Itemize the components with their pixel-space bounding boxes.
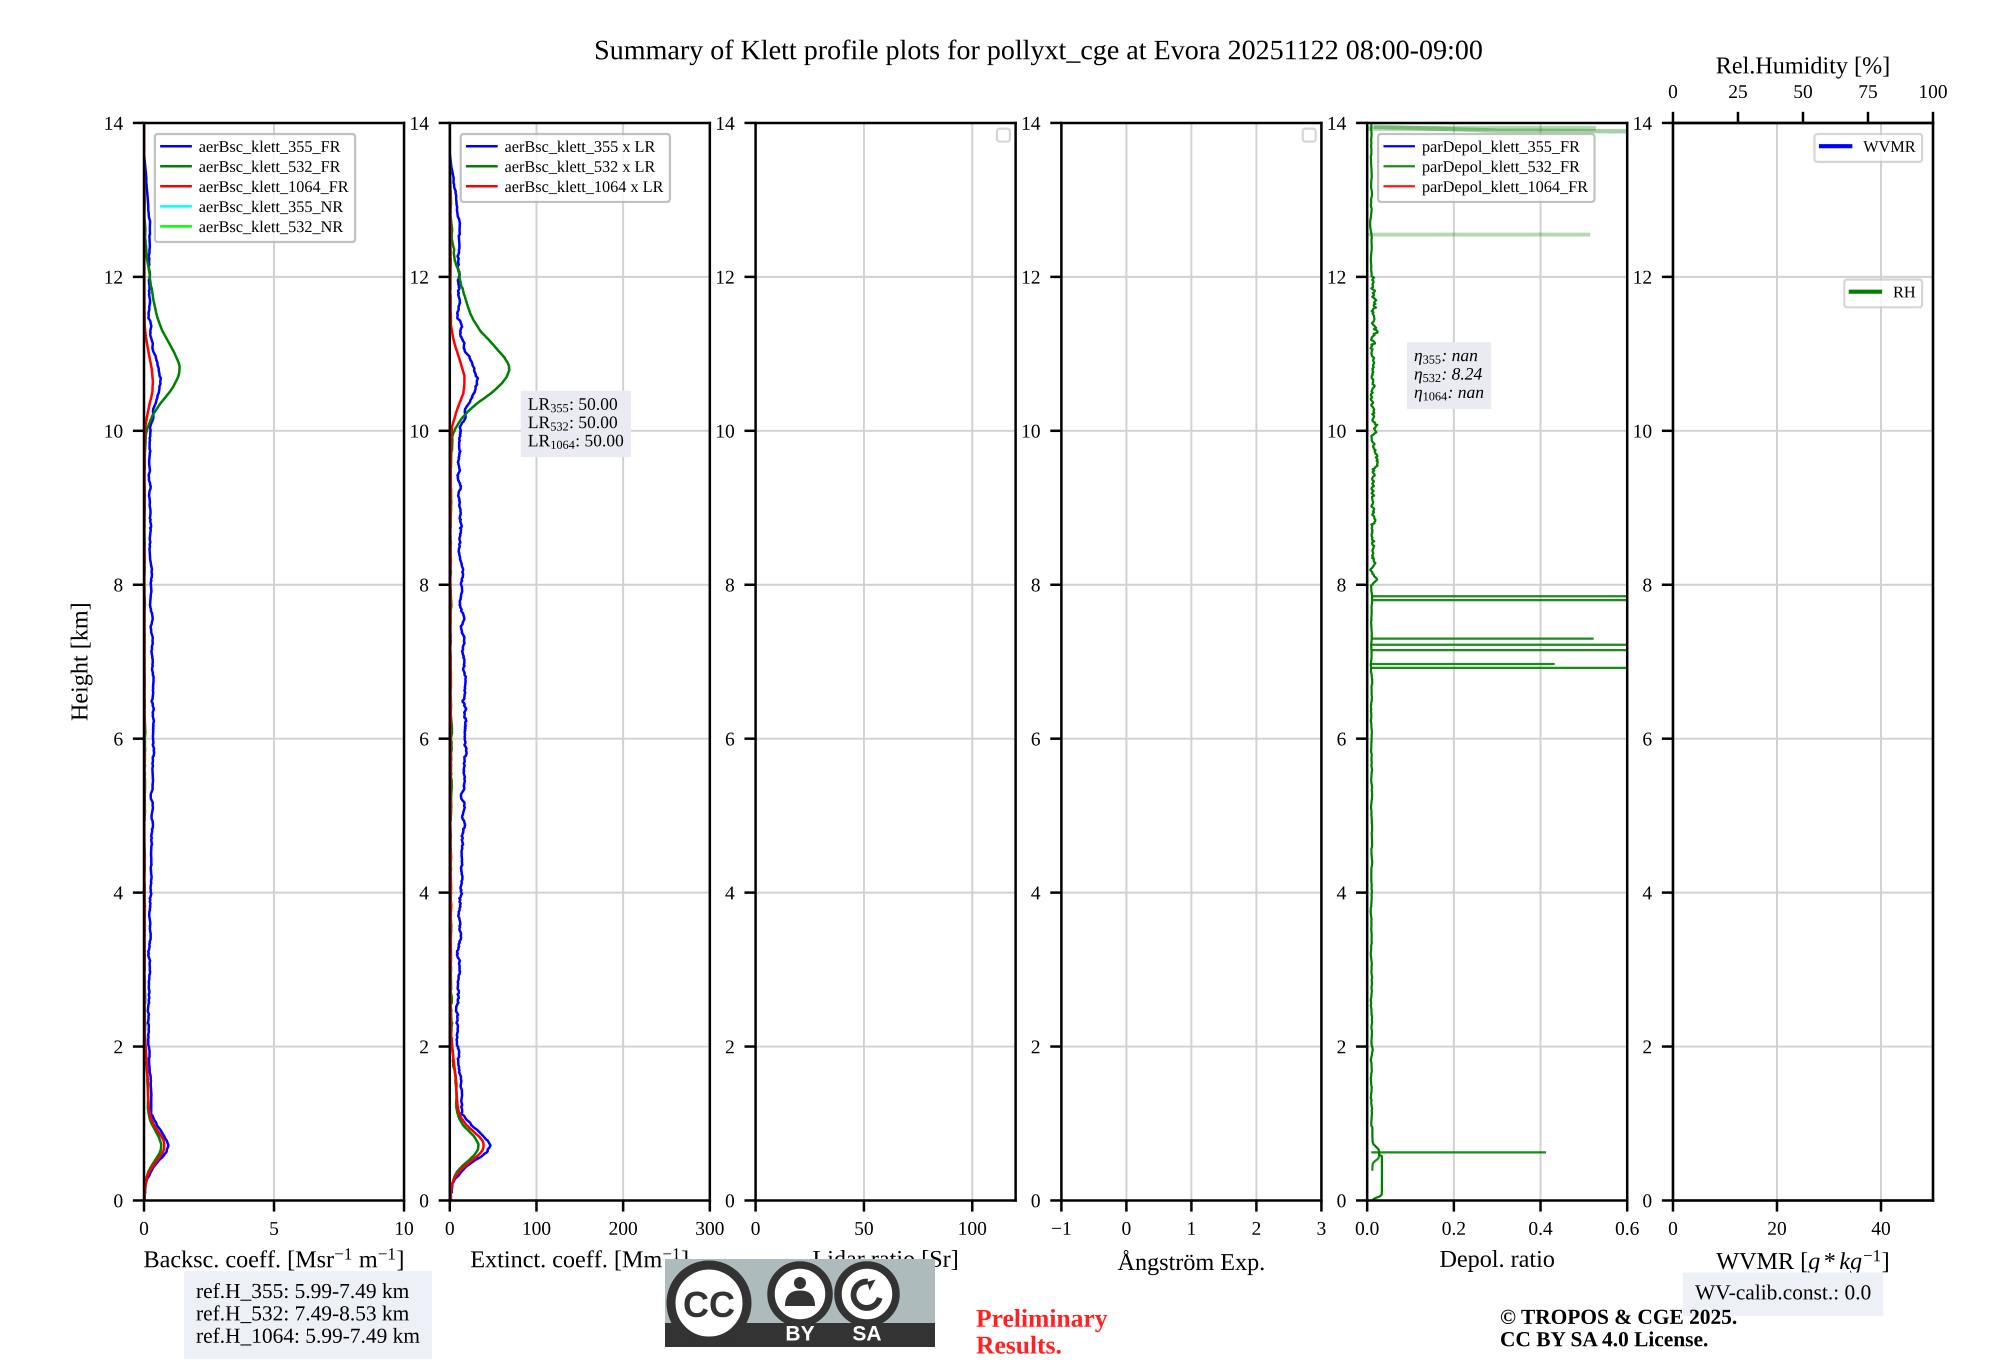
svg-text:SA: SA (852, 1323, 881, 1346)
svg-text:BY: BY (785, 1323, 814, 1346)
svg-text:CC: CC (683, 1284, 735, 1325)
